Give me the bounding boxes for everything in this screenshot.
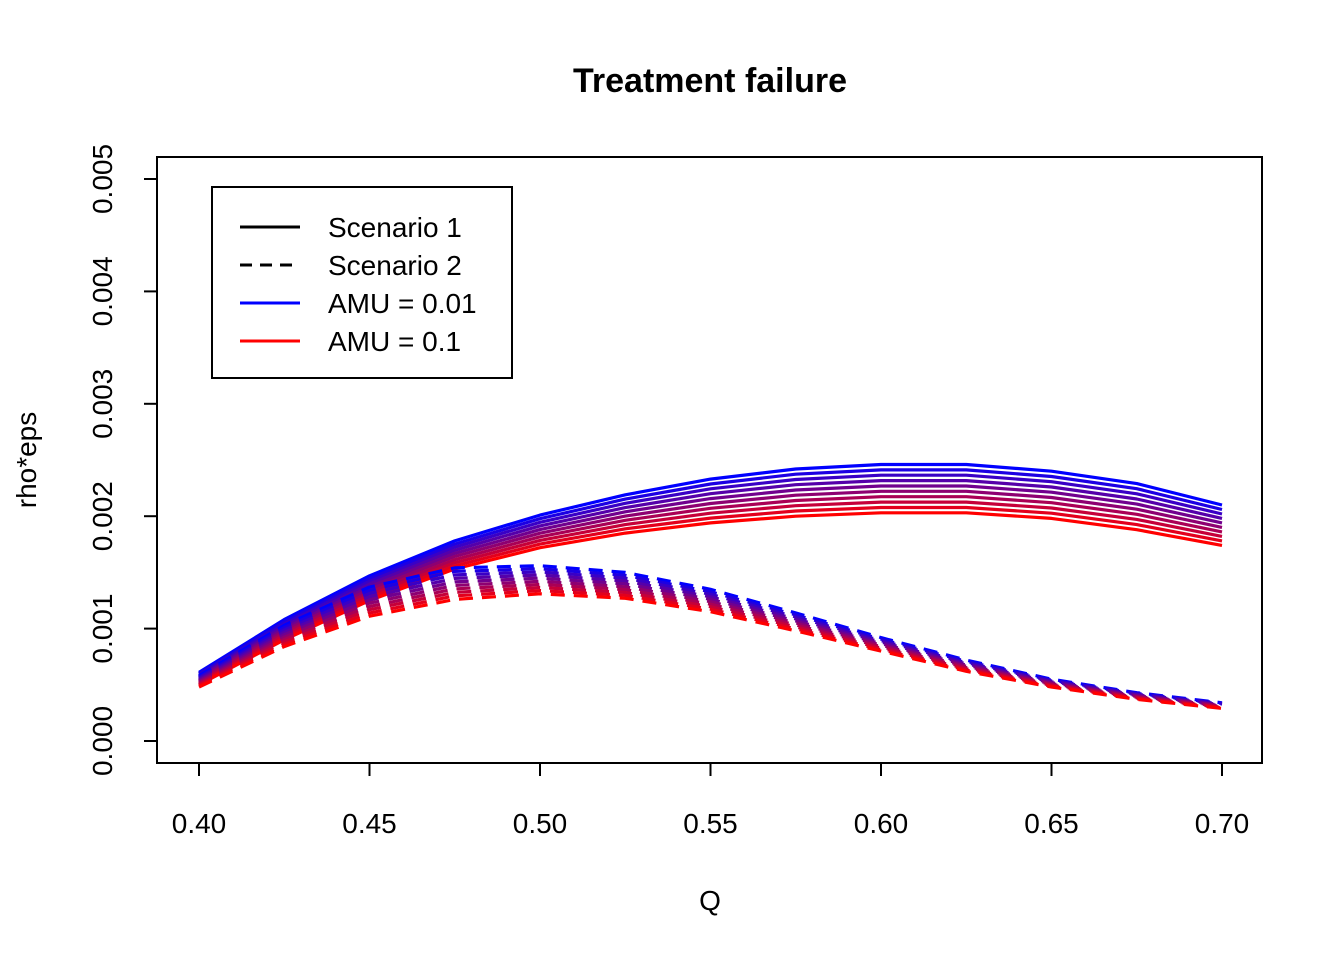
chart-title: Treatment failure <box>573 62 847 100</box>
x-tick-label: 0.40 <box>172 808 227 839</box>
x-tick-label: 0.65 <box>1024 808 1079 839</box>
y-tick-label: 0.004 <box>87 256 118 326</box>
x-tick-label: 0.70 <box>1195 808 1250 839</box>
y-tick-label: 0.005 <box>87 144 118 214</box>
scenario-1-series-line-2 <box>198 468 1223 676</box>
series-layer <box>198 462 1223 710</box>
scenario-2-series-line-1 <box>198 564 1223 705</box>
y-tick-label: 0.001 <box>87 594 118 664</box>
legend-label-scenario-1: Scenario 1 <box>328 212 462 243</box>
legend-label-amu-high: AMU = 0.1 <box>328 326 461 357</box>
scenario-2-series-line-2 <box>198 567 1223 705</box>
legend-box <box>211 186 513 379</box>
y-tick-label: 0.002 <box>87 481 118 551</box>
x-axis: 0.40 0.45 0.50 0.55 0.60 0.65 0.70 <box>172 762 1250 839</box>
y-axis: 0.000 0.001 0.002 0.003 0.004 0.005 <box>87 144 158 776</box>
x-tick-label: 0.50 <box>513 808 568 839</box>
x-tick-label: 0.45 <box>342 808 397 839</box>
scenario-2-series-line-10 <box>198 592 1223 710</box>
y-tick-label: 0.003 <box>87 369 118 439</box>
scenario-1-series-line-1 <box>198 462 1223 674</box>
x-tick-label: 0.55 <box>683 808 738 839</box>
scenario-1-series-line-3 <box>198 473 1223 677</box>
x-axis-label: Q <box>699 885 721 916</box>
y-axis-label: rho*eps <box>11 412 42 509</box>
legend-label-amu-low: AMU = 0.01 <box>328 288 477 319</box>
legend: Scenario 1 Scenario 2 AMU = 0.01 AMU = 0… <box>211 186 513 379</box>
y-tick-label: 0.000 <box>87 706 118 776</box>
x-tick-label: 0.60 <box>854 808 909 839</box>
legend-label-scenario-2: Scenario 2 <box>328 250 462 281</box>
scenario-1-series-line-4 <box>198 479 1223 678</box>
